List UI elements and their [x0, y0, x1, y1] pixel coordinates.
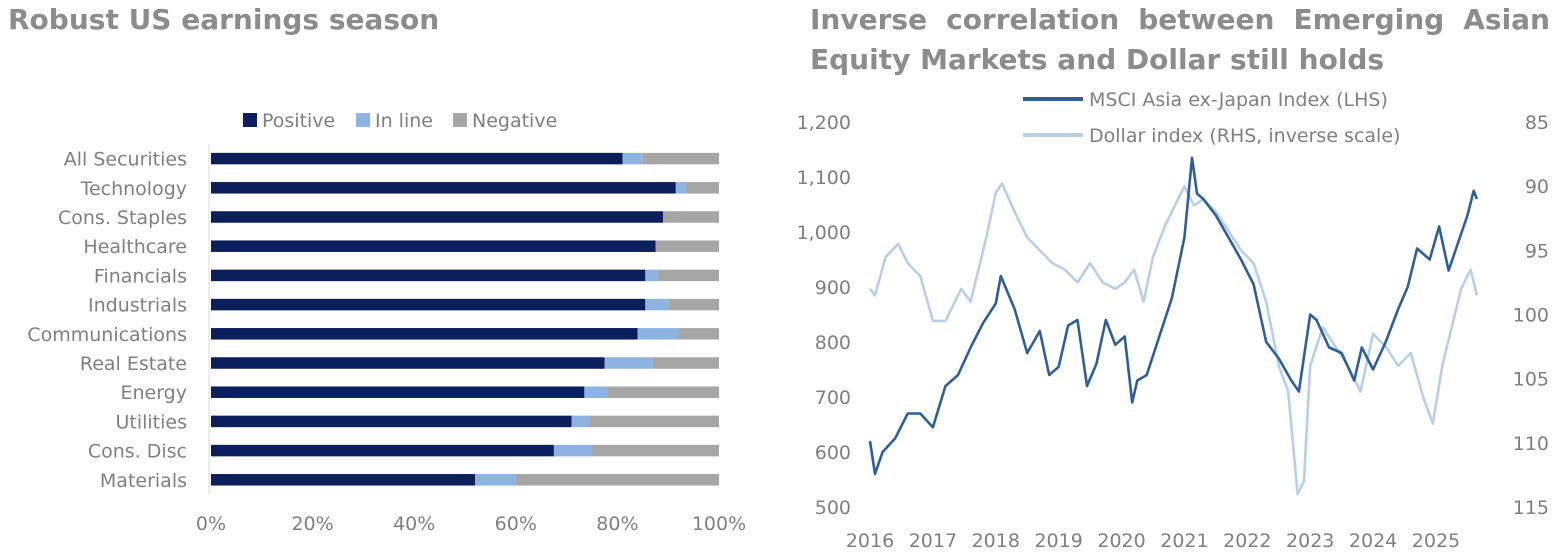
bar-x-tick-label: 100% — [692, 513, 746, 535]
bar-segment-positive — [211, 240, 656, 252]
bar-x-tick-label: 0% — [196, 513, 226, 535]
bar-segment-negative — [589, 415, 719, 428]
bar-segment-positive — [211, 152, 623, 165]
bar-segment-in-line — [584, 386, 608, 398]
bar-segment-positive — [211, 269, 646, 282]
bar-segment-negative — [678, 328, 719, 340]
line-legend-label-0: MSCI Asia ex-Japan Index (LHS) — [1089, 89, 1388, 111]
bar-category-label: Communications — [27, 324, 187, 346]
line-x-tick-label: 2018 — [972, 530, 1020, 552]
bar-segment-positive — [211, 444, 554, 457]
line-y-left-tick-label: 1,100 — [797, 167, 851, 189]
line-y-left-tick-label: 600 — [815, 442, 851, 464]
line-x-tick-label: 2020 — [1097, 530, 1145, 552]
bar-segment-in-line — [571, 415, 590, 428]
line-y-left-tick-label: 500 — [815, 497, 851, 519]
bar-segment-positive — [211, 386, 585, 398]
bar-segment-negative — [685, 182, 719, 194]
line-y-right-tick-label: 110 — [1513, 433, 1549, 455]
bar-segment-negative — [668, 298, 719, 311]
bar-category-label: Materials — [100, 470, 187, 492]
bar-segment-negative — [592, 444, 719, 457]
right-chart-title-line2: Equity Markets and Dollar still holds — [810, 43, 1385, 76]
line-x-tick-label: 2017 — [909, 530, 957, 552]
line-x-tick-label: 2025 — [1412, 530, 1460, 552]
bar-category-label: Real Estate — [80, 353, 187, 375]
line-y-right-tick-label: 100 — [1513, 305, 1549, 327]
bar-segment-negative — [607, 386, 719, 398]
bar-segment-in-line — [475, 474, 516, 486]
bar-segment-negative — [658, 269, 719, 282]
bar-x-tick-label: 20% — [291, 513, 333, 535]
bar-segment-negative — [642, 152, 719, 165]
bar-segment-positive — [211, 328, 638, 340]
line-y-right-tick-label: 95 — [1525, 240, 1549, 262]
line-y-right-tick-label: 85 — [1525, 112, 1549, 134]
bar-legend-label-1: In line — [375, 110, 433, 132]
line-y-left-tick-label: 700 — [815, 387, 851, 409]
bar-x-tick-label: 60% — [495, 513, 537, 535]
bar-segment-positive — [211, 357, 605, 369]
bar-segment-negative — [663, 211, 719, 223]
bar-segment-in-line — [604, 357, 653, 369]
line-y-right-tick-label: 90 — [1525, 176, 1549, 198]
line-y-left-tick-label: 1,200 — [797, 112, 851, 134]
bar-segment-positive — [211, 182, 676, 194]
bar-segment-positive — [211, 298, 646, 311]
bar-x-tick-label: 80% — [596, 513, 638, 535]
bar-segment-in-line — [645, 298, 669, 311]
bar-category-label: All Securities — [64, 149, 187, 171]
bar-category-label: Utilities — [115, 411, 187, 433]
bar-segment-negative — [655, 240, 719, 252]
line-x-tick-label: 2016 — [846, 530, 894, 552]
bar-category-label: Healthcare — [83, 236, 187, 258]
bar-category-label: Energy — [120, 382, 187, 404]
line-x-tick-label: 2019 — [1034, 530, 1082, 552]
bar-segment-in-line — [622, 152, 643, 165]
bar-segment-in-line — [675, 182, 686, 194]
bar-legend-swatch-0 — [243, 113, 257, 127]
line-y-left-tick-label: 1,000 — [797, 222, 851, 244]
bar-category-label: Financials — [94, 265, 187, 287]
line-x-tick-label: 2023 — [1286, 530, 1334, 552]
msci-asia-line — [868, 156, 1479, 476]
line-x-tick-label: 2021 — [1160, 530, 1208, 552]
bar-segment-negative — [652, 357, 719, 369]
left-chart-title: Robust US earnings season — [8, 3, 440, 36]
line-legend-label-1: Dollar index (RHS, inverse scale) — [1089, 125, 1400, 147]
bar-category-label: Industrials — [88, 295, 187, 317]
bar-category-label: Cons. Staples — [58, 207, 187, 229]
bar-legend-swatch-2 — [453, 113, 467, 127]
line-y-right-tick-label: 105 — [1513, 369, 1549, 391]
bar-segment-in-line — [637, 328, 679, 340]
bar-segment-positive — [211, 415, 572, 428]
bar-x-tick-label: 40% — [393, 513, 435, 535]
line-y-left-tick-label: 800 — [815, 332, 851, 354]
line-x-tick-label: 2022 — [1223, 530, 1271, 552]
line-y-right-tick-label: 115 — [1513, 497, 1549, 519]
bar-category-label: Technology — [80, 178, 187, 200]
bar-legend-label-2: Negative — [472, 110, 557, 132]
bar-legend-swatch-1 — [356, 113, 370, 127]
bar-segment-in-line — [645, 269, 659, 282]
bar-segment-in-line — [553, 444, 592, 457]
bar-legend-label-0: Positive — [262, 110, 335, 132]
bar-segment-positive — [211, 474, 476, 486]
line-x-tick-label: 2024 — [1349, 530, 1397, 552]
bar-segment-negative — [515, 474, 719, 486]
line-y-left-tick-label: 900 — [815, 277, 851, 299]
bar-category-label: Cons. Disc — [88, 441, 187, 463]
bar-segment-positive — [211, 211, 664, 223]
right-chart-title-line1: Inverse correlation between Emerging Asi… — [810, 3, 1550, 36]
